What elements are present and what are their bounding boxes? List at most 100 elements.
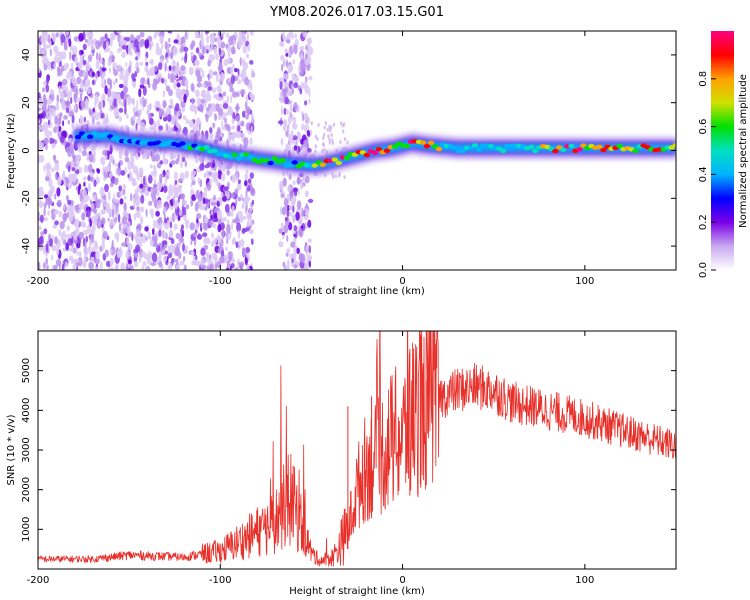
spectrogram-speckle bbox=[245, 188, 248, 197]
spectrogram-speckle bbox=[285, 59, 289, 68]
spectrogram-ridge-blob bbox=[203, 145, 210, 150]
spectrogram-speckle bbox=[207, 59, 211, 67]
spectrogram-speckle bbox=[98, 52, 101, 62]
spectrogram-speckle bbox=[39, 235, 44, 246]
spectrogram-speckle bbox=[83, 116, 86, 123]
spectrogram-speckle bbox=[134, 260, 139, 268]
snr-y-tick-label: 3000 bbox=[21, 437, 32, 462]
spectrogram-speckle bbox=[161, 240, 168, 246]
spectrogram-speckle bbox=[58, 210, 63, 218]
spectrogram-speckle bbox=[191, 251, 195, 256]
spectrogram-speckle bbox=[237, 229, 241, 240]
spectrogram-speckle bbox=[170, 73, 175, 80]
spectrogram-speckle bbox=[95, 60, 100, 69]
spectrogram-speckle bbox=[147, 77, 150, 85]
spectrogram-speckle bbox=[134, 188, 139, 198]
spectrogram-speckle bbox=[198, 123, 201, 132]
spectrogram-speckle bbox=[173, 258, 176, 263]
spectrogram-speckle bbox=[163, 117, 168, 122]
spectrogram-speckle bbox=[176, 123, 181, 129]
spectrogram-speckle bbox=[297, 147, 301, 153]
spectrogram-speckle bbox=[229, 265, 232, 270]
spectrogram-speckle bbox=[237, 179, 241, 185]
spectrogram-speckle bbox=[43, 228, 48, 235]
spectrogram-speckle bbox=[292, 214, 296, 223]
spectrogram-speckle bbox=[177, 196, 180, 203]
spectrogram-speckle bbox=[91, 250, 97, 258]
spectrogram-speckle bbox=[285, 252, 289, 257]
spectrogram-speckle bbox=[88, 163, 93, 173]
spectrogram-speckle bbox=[181, 156, 186, 162]
spectrogram-speckle bbox=[108, 266, 114, 270]
spectrogram-speckle bbox=[46, 264, 49, 270]
spectrogram-speckle bbox=[146, 256, 152, 266]
spectrogram-speckle bbox=[183, 93, 187, 103]
spectrogram-speckle bbox=[300, 64, 303, 71]
spectrogram-speckle bbox=[166, 195, 171, 200]
spectrogram-speckle bbox=[112, 92, 117, 97]
spectrogram-speckle bbox=[53, 154, 56, 163]
spectrogram-speckle bbox=[280, 137, 284, 146]
spectrogram-speckle bbox=[118, 107, 124, 113]
spectrogram-speckle bbox=[97, 112, 100, 116]
spectrogram-speckle bbox=[103, 41, 107, 50]
spectrogram-ridge-blob bbox=[291, 160, 298, 165]
spectrogram-speckle bbox=[154, 100, 160, 106]
spectrogram-speckle bbox=[119, 71, 124, 81]
spectrogram-speckle bbox=[176, 264, 180, 270]
spectrogram-speckle bbox=[151, 252, 158, 263]
spectrogram-speckle bbox=[249, 91, 253, 99]
spectrogram-speckle bbox=[109, 182, 114, 188]
spectrogram-speckle bbox=[49, 48, 52, 57]
spectrogram-speckle bbox=[232, 63, 235, 70]
spectrogram-speckle bbox=[221, 195, 227, 202]
spectrogram-speckle bbox=[237, 79, 242, 85]
spectrogram-speckle bbox=[78, 32, 84, 42]
spectrogram-speckle bbox=[91, 224, 96, 232]
spectrogram-speckle bbox=[159, 108, 162, 118]
spectrogram-speckle bbox=[209, 254, 212, 260]
snr-x-tick-label: -200 bbox=[27, 575, 50, 586]
spectrogram-speckle bbox=[182, 200, 188, 205]
spectrogram-speckle bbox=[220, 191, 224, 198]
spectrogram-speckle bbox=[238, 41, 242, 48]
spectrogram-speckle bbox=[184, 54, 188, 64]
spectrogram-speckle bbox=[170, 238, 175, 245]
spectrogram-ridge-blob bbox=[560, 147, 567, 152]
spectrogram-speckle bbox=[291, 87, 294, 95]
spectrogram-speckle bbox=[71, 247, 74, 253]
spectrogram-speckle bbox=[135, 211, 141, 219]
spectrogram-speckle bbox=[133, 199, 136, 209]
spectrogram-speckle bbox=[76, 242, 81, 249]
spectrogram-speckle bbox=[302, 113, 305, 122]
spectrogram-ridge-blob bbox=[343, 155, 350, 161]
spectrogram-speckle bbox=[142, 238, 146, 244]
spectrogram-speckle bbox=[43, 202, 47, 209]
spectrogram-speckle bbox=[43, 194, 49, 199]
spectrogram-speckle bbox=[176, 184, 182, 192]
spectrogram-speckle bbox=[159, 35, 164, 45]
spectrogram-speckle bbox=[144, 39, 150, 49]
spectrogram-speckle bbox=[227, 106, 233, 116]
spectrogram-speckle bbox=[79, 116, 84, 124]
spectrogram-speckle bbox=[222, 91, 226, 97]
spectrogram-speckle bbox=[166, 220, 170, 225]
spectrogram-speckle bbox=[62, 120, 65, 127]
spectrogram-speckle bbox=[133, 116, 136, 121]
spectrogram-speckle bbox=[240, 120, 245, 127]
spectrogram-speckle bbox=[109, 257, 114, 267]
spectrogram-speckle bbox=[246, 108, 250, 117]
spectrogram-speckle bbox=[306, 129, 310, 137]
spectrogram-speckle bbox=[250, 112, 254, 123]
spectrogram-speckle bbox=[116, 94, 120, 103]
spectrogram-speckle bbox=[70, 97, 73, 104]
spectrogram-speckle bbox=[109, 32, 116, 38]
spectrogram-speckle bbox=[67, 137, 74, 144]
spectrogram-speckle bbox=[49, 89, 55, 95]
spectrogram-speckle bbox=[67, 204, 73, 214]
spectrogram-speckle bbox=[279, 42, 284, 47]
spectrogram-speckle bbox=[138, 254, 142, 263]
spectrogram-speckle bbox=[103, 205, 106, 211]
spectrogram-speckle bbox=[61, 83, 65, 91]
spectrogram-speckle bbox=[249, 60, 254, 65]
